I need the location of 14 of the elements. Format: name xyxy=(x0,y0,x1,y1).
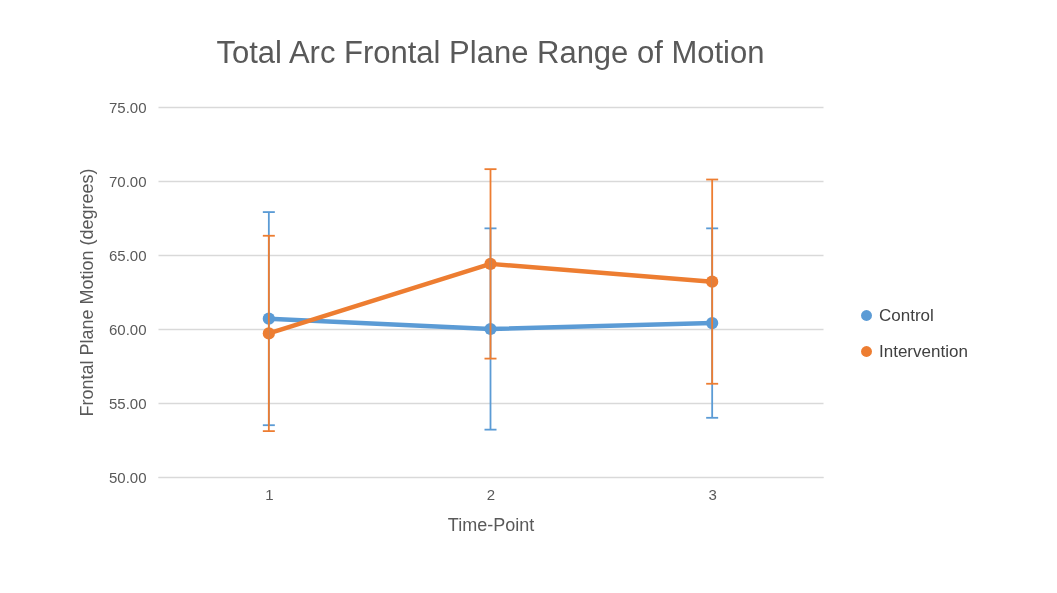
chart-title: Total Arc Frontal Plane Range of Motion xyxy=(216,35,765,70)
y-tick-label: 55.00 xyxy=(108,394,147,412)
y-tick-label: 50.00 xyxy=(108,468,147,486)
y-tick-label: 65.00 xyxy=(108,246,147,264)
legend-label: Intervention xyxy=(879,341,968,361)
y-axis-title: Frontal Plane Motion (degrees) xyxy=(76,168,97,417)
x-axis-title: Time-Point xyxy=(447,514,535,535)
x-tick-label: 3 xyxy=(708,485,717,503)
y-tick-label: 75.00 xyxy=(108,98,147,116)
x-tick-label: 1 xyxy=(265,485,274,503)
y-tick-label: 70.00 xyxy=(108,172,147,190)
x-tick-label: 2 xyxy=(486,485,496,503)
y-tick-label: 60.00 xyxy=(108,320,147,338)
legend-label: Control xyxy=(879,305,934,325)
